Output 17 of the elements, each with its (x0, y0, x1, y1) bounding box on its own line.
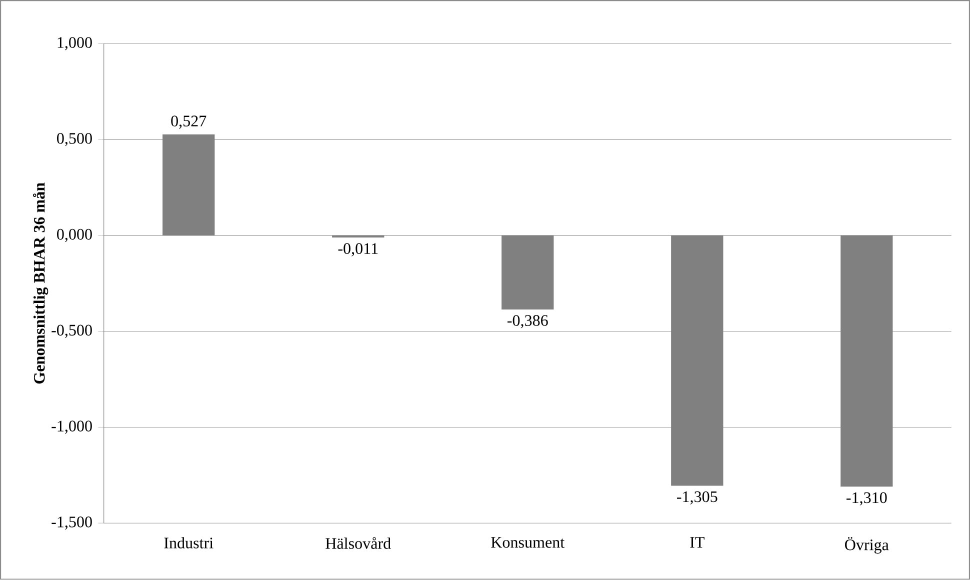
y-tick-label: 0,000 (57, 228, 92, 242)
y-tick-label: -1,000 (52, 420, 92, 434)
y-tick-label: 0,500 (57, 133, 92, 146)
data-label: -0,386 (507, 315, 548, 328)
x-tick-label: Övriga (845, 537, 889, 554)
y-tick-label: 1,000 (58, 37, 92, 50)
data-label: -1,310 (846, 492, 887, 506)
y-axis-title: Genomsnittlig BHAR 36 mån (32, 182, 48, 384)
y-tick-label: -1,500 (52, 516, 92, 530)
x-tick-label: Konsument (491, 537, 565, 548)
x-tick-label: Industri (164, 537, 214, 548)
data-label: -1,305 (677, 491, 718, 505)
x-tick-label: IT (690, 537, 704, 548)
data-label: -0,011 (338, 243, 378, 256)
y-tick-label: -0,500 (52, 324, 92, 338)
x-tick-label: Hälsovård (326, 537, 391, 549)
data-label: 0,527 (171, 116, 206, 129)
